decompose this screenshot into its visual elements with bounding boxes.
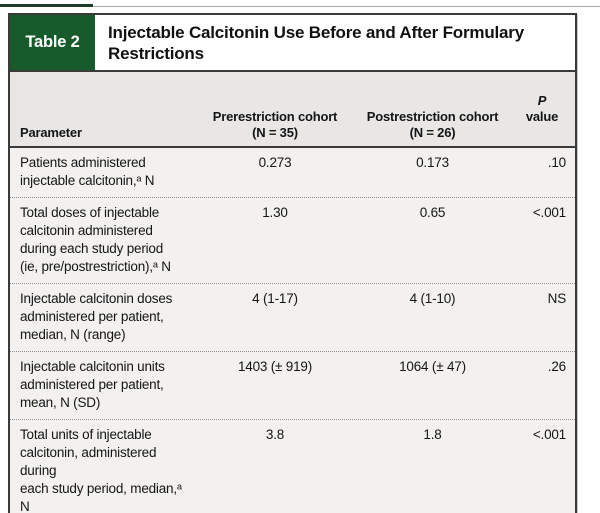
table-title-band: Table 2 Injectable Calcitonin Use Before… <box>10 15 575 70</box>
table-header-row: Parameter Prerestriction cohort (N = 35)… <box>10 70 575 148</box>
prerestriction-value-cell: 3.8 <box>265 427 285 442</box>
postrestriction-value-cell: 4 (1-10) <box>409 291 456 306</box>
parameter-cell: Total units of injectable calcitonin, ad… <box>20 427 182 513</box>
p-value-header-italic-p: P <box>537 93 547 108</box>
table-number-badge: Table 2 <box>10 15 95 70</box>
p-value-cell: .10 <box>547 155 566 170</box>
table-row: Injectable calcitonin units administered… <box>10 351 575 419</box>
postrestriction-value-cell: 1064 (± 47) <box>399 359 466 374</box>
p-value-cell: .26 <box>547 359 566 374</box>
parameter-cell: Injectable calcitonin doses administered… <box>20 291 173 342</box>
p-value-cell: NS <box>547 291 567 306</box>
prerestriction-value-cell: 1.30 <box>262 205 288 220</box>
column-header-parameter: Parameter <box>20 125 82 140</box>
column-header-postrestriction: Postrestriction cohort (N = 26) <box>366 109 499 140</box>
table-row: Total units of injectable calcitonin, ad… <box>10 419 575 513</box>
prerestriction-value-cell: 4 (1-17) <box>252 291 298 306</box>
page-top-accent-rule <box>0 4 93 7</box>
p-value-header-word: value <box>525 109 559 124</box>
table-row: Injectable calcitonin doses administered… <box>10 283 575 351</box>
p-value-cell: <.001 <box>532 427 566 442</box>
column-header-prerestriction: Prerestriction cohort (N = 35) <box>212 109 338 140</box>
postrestriction-value-cell: 0.65 <box>419 205 446 220</box>
parameter-cell: Patients administered injectable calcito… <box>20 155 155 188</box>
table-body: Patients administered injectable calcito… <box>10 148 575 513</box>
parameter-cell: Injectable calcitonin units administered… <box>20 359 165 410</box>
p-value-cell: <.001 <box>532 205 566 220</box>
prerestriction-value-cell: 1403 (± 919) <box>237 359 313 374</box>
postrestriction-value-cell: 0.173 <box>416 155 449 170</box>
column-header-p-value: P value <box>515 77 575 141</box>
page-top-rule <box>0 6 600 7</box>
prerestriction-value-cell: 0.273 <box>258 155 292 170</box>
table-row: Patients administered injectable calcito… <box>10 148 575 197</box>
table-row: Total doses of injectable calcitonin adm… <box>10 197 575 283</box>
table-2-card: Table 2 Injectable Calcitonin Use Before… <box>8 13 577 513</box>
table-title: Injectable Calcitonin Use Before and Aft… <box>108 22 524 63</box>
postrestriction-value-cell: 1.8 <box>423 427 442 442</box>
parameter-cell: Total doses of injectable calcitonin adm… <box>20 205 171 274</box>
